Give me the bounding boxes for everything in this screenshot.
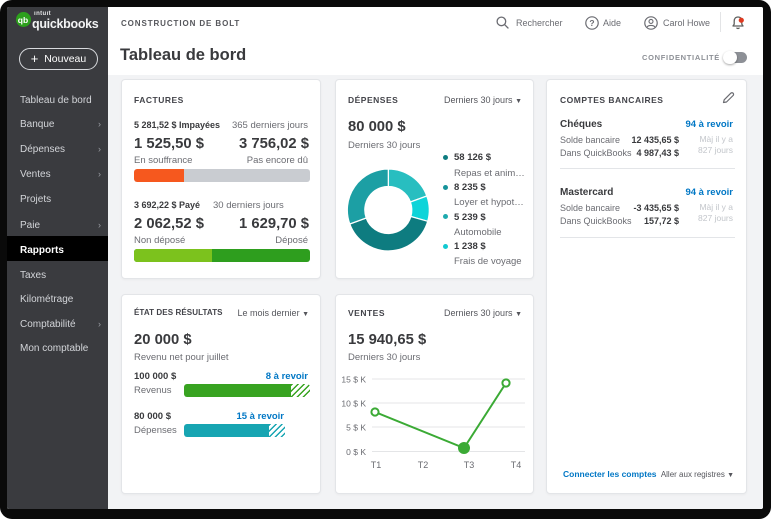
svg-text:T4: T4 xyxy=(511,460,522,470)
svg-text:5 $ K: 5 $ K xyxy=(346,423,366,433)
svg-text:10 $ K: 10 $ K xyxy=(341,399,366,409)
svg-text:T3: T3 xyxy=(464,460,475,470)
svg-text:?: ? xyxy=(589,18,594,28)
svg-text:0 $ K: 0 $ K xyxy=(346,447,366,457)
svg-text:15 $ K: 15 $ K xyxy=(341,375,366,385)
svg-text:T1: T1 xyxy=(371,460,382,470)
svg-text:T2: T2 xyxy=(418,460,429,470)
